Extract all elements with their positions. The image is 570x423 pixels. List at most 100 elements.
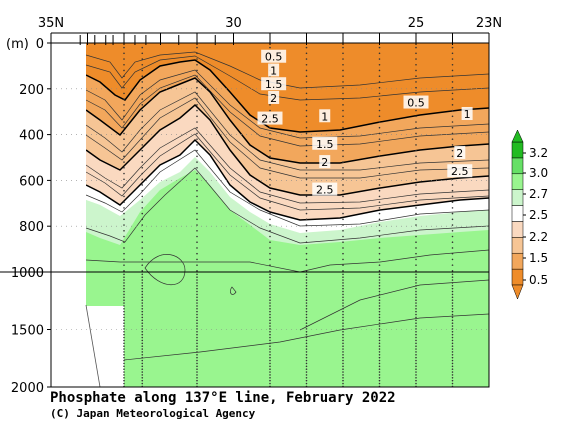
- sample-dot: [141, 63, 144, 66]
- sample-dot: [305, 149, 308, 152]
- sample-dot: [342, 293, 344, 296]
- sample-dot: [378, 212, 381, 215]
- sample-dot: [342, 258, 344, 261]
- contour-label: 1.5: [265, 78, 283, 91]
- sample-dot: [269, 331, 271, 333]
- sample-dot: [141, 149, 144, 152]
- sample-dot: [123, 310, 125, 313]
- sample-dot: [342, 285, 344, 287]
- sample-dot: [451, 81, 454, 83]
- sample-dot: [305, 172, 308, 175]
- sample-dot: [451, 308, 454, 310]
- sample-dot: [141, 155, 144, 158]
- sample-dot: [196, 121, 198, 123]
- contour-label-bg: [319, 155, 331, 169]
- sample-dot: [123, 98, 125, 100]
- sample-dot: [141, 313, 144, 316]
- sample-dot: [378, 273, 381, 276]
- y-tick-label: 2000: [11, 381, 44, 396]
- sample-dot: [378, 345, 381, 347]
- sample-dot: [141, 296, 144, 299]
- sample-dot: [378, 333, 381, 336]
- sample-dot: [378, 305, 381, 307]
- contour-label: 1: [464, 108, 471, 121]
- sample-dot: [269, 155, 271, 158]
- colorbar-bottom-arrow: [511, 284, 524, 300]
- sample-dot: [305, 184, 308, 186]
- sample-dot: [342, 149, 344, 152]
- sample-dot: [141, 144, 144, 146]
- sample-dot: [196, 310, 198, 313]
- sample-dot: [451, 247, 454, 249]
- sample-dot: [451, 328, 454, 330]
- sample-dot: [415, 212, 417, 215]
- sample-dot: [415, 86, 417, 89]
- sample-dot: [305, 92, 308, 95]
- sample-dot: [123, 348, 125, 350]
- sample-dot: [123, 167, 125, 169]
- sample-dot: [269, 178, 271, 181]
- sample-dot: [451, 149, 454, 152]
- sample-dot: [269, 339, 271, 342]
- sample-dot: [378, 351, 381, 353]
- sample-dot: [196, 371, 198, 373]
- sample-dot: [415, 319, 417, 322]
- sample-dot: [415, 132, 417, 135]
- sample-dot: [141, 290, 144, 293]
- sample-dot: [415, 218, 417, 221]
- sample-dot: [451, 104, 454, 106]
- sample-dot: [342, 325, 344, 327]
- sample-dot: [305, 308, 308, 310]
- contour-label-bg: [268, 90, 280, 104]
- sample-dot: [141, 287, 144, 290]
- sample-dot: [451, 132, 454, 135]
- sample-dot: [123, 354, 125, 356]
- sample-dot: [305, 63, 308, 66]
- sample-dot: [451, 316, 454, 319]
- sample-dot: [378, 377, 381, 379]
- sample-dot: [342, 121, 344, 123]
- sample-dot: [123, 224, 125, 226]
- sample-dot: [342, 296, 344, 299]
- y-tick-label: 0: [36, 37, 44, 52]
- sample-dot: [342, 319, 344, 322]
- sample-dot: [378, 319, 381, 322]
- sample-dot: [269, 46, 271, 49]
- sample-dot: [415, 264, 417, 266]
- sample-dot: [196, 276, 198, 278]
- sample-dot: [415, 299, 417, 301]
- band-2p7: [86, 155, 489, 245]
- sample-dot: [305, 368, 308, 370]
- sample-dot: [451, 282, 454, 284]
- sample-dot: [415, 356, 417, 359]
- sample-dot: [269, 328, 271, 330]
- sample-dot: [196, 305, 198, 307]
- colorbar-top-arrow: [511, 129, 524, 143]
- sample-dot: [451, 322, 454, 324]
- sample-dot: [141, 379, 144, 382]
- contour-label-bg: [257, 111, 283, 125]
- sample-dot: [415, 285, 417, 287]
- contour-label-bg: [461, 106, 473, 120]
- sample-dot: [305, 69, 308, 72]
- contour-label-bg: [454, 145, 466, 159]
- sample-dot: [123, 287, 125, 290]
- sample-dot: [415, 189, 417, 192]
- sample-dot: [269, 224, 271, 226]
- sample-dot: [451, 224, 454, 226]
- sample-dot: [342, 270, 344, 272]
- sample-dot: [305, 104, 308, 106]
- sample-dot: [123, 308, 125, 310]
- sample-dot: [123, 359, 125, 362]
- sample-dot: [305, 189, 308, 192]
- sample-dot: [196, 69, 198, 72]
- sample-dot: [378, 115, 381, 118]
- sample-dot: [342, 276, 344, 278]
- y-tick-label: 400: [19, 129, 44, 144]
- sample-dot: [451, 241, 454, 244]
- sample-dot: [378, 167, 381, 169]
- sample-dot: [378, 308, 381, 310]
- sample-dot: [123, 247, 125, 249]
- sample-dot: [305, 282, 308, 284]
- sample-dot: [378, 98, 381, 100]
